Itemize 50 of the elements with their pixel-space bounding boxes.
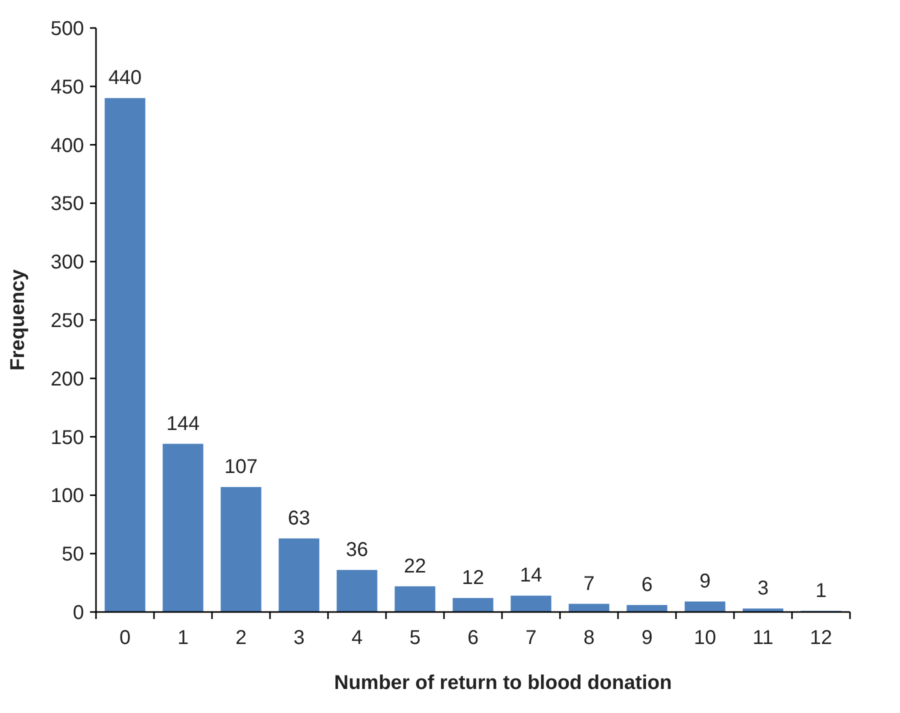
data-label: 1 [815,580,827,602]
bar [220,487,262,612]
x-tick-label: 3 [293,627,305,649]
y-tick-label: 350 [50,193,84,216]
y-tick-label: 300 [50,252,84,274]
data-label: 63 [288,507,310,530]
data-label: 440 [108,67,142,90]
x-tick-label: 2 [235,627,247,649]
bar [510,596,552,612]
bar [568,604,610,612]
data-label: 144 [166,412,200,435]
x-tick-label: 4 [351,627,363,649]
x-tick-label: 11 [752,627,774,649]
x-tick-label: 7 [525,627,537,649]
y-tick-label: 400 [50,134,84,157]
y-tick-label: 250 [50,310,84,332]
data-label: 9 [699,570,711,592]
data-label: 107 [224,456,258,478]
x-tick-label: 1 [177,627,189,649]
y-axis-title: Frequency [7,268,29,371]
data-label: 22 [404,555,426,578]
y-tick-label: 150 [50,426,84,449]
x-axis-title: Number of return to blood donation [334,672,672,694]
data-label: 6 [641,574,653,596]
x-tick-label: 5 [409,627,421,649]
y-tick-label: 200 [50,368,84,390]
x-tick-label: 10 [694,627,716,649]
bar [162,444,204,612]
y-tick-label: 100 [50,485,84,508]
data-label: 7 [583,572,595,595]
x-tick-label: 12 [810,627,832,649]
x-tick-label: 8 [583,627,595,649]
data-label: 14 [520,564,542,587]
y-tick-label: 450 [50,76,84,98]
bar [626,604,668,612]
x-tick-label: 0 [119,627,131,649]
bar [278,538,320,612]
data-label: 12 [462,566,484,589]
x-tick-label: 9 [641,627,653,649]
bar [394,586,436,612]
y-tick-label: 50 [62,544,84,566]
bar [336,570,378,612]
data-label: 3 [757,577,769,600]
y-tick-label: 0 [72,602,84,624]
bar [684,601,726,612]
bar [452,598,494,612]
x-tick-label: 6 [467,627,479,649]
bar [104,98,146,612]
y-tick-label: 500 [50,18,84,40]
data-label: 36 [346,538,368,561]
